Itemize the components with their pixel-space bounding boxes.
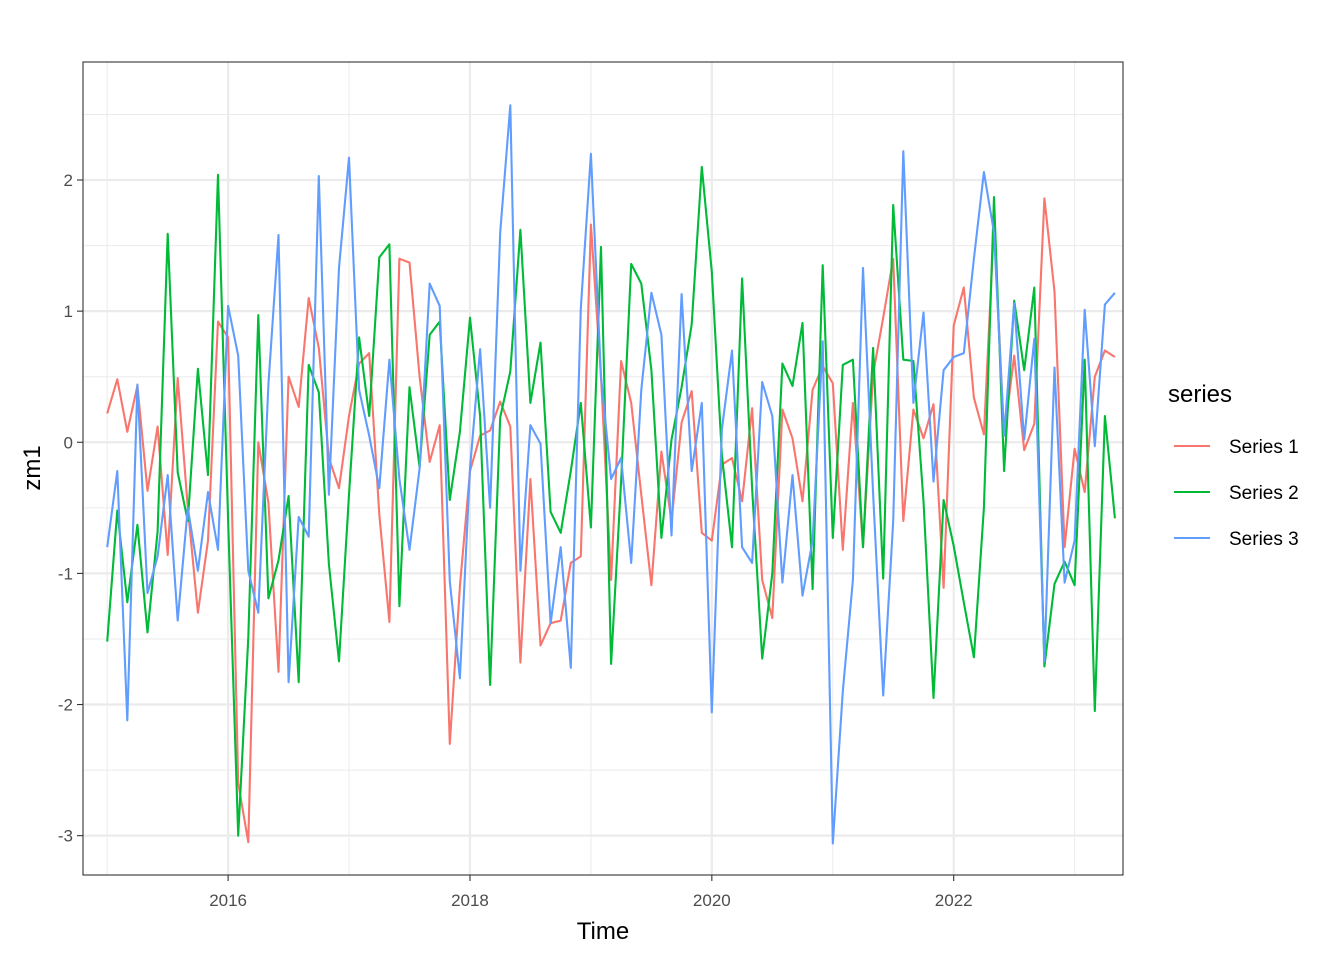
x-tick-label: 2020: [693, 891, 731, 910]
y-tick-label: 1: [64, 302, 73, 321]
x-tick-label: 2022: [935, 891, 973, 910]
legend-label-2: Series 2: [1229, 483, 1299, 504]
series-line-2: [106, 165, 1116, 837]
y-axis-ticks: -3 -2 -1 0 1 2: [58, 171, 83, 846]
series-lines: [106, 104, 1116, 845]
legend-label-1: Series 1: [1229, 437, 1299, 458]
legend-title: series: [1168, 381, 1232, 408]
y-tick-label: -1: [58, 564, 73, 583]
legend: series Series 1 Series 2 Series 3: [1168, 381, 1299, 550]
x-axis-title: Time: [577, 918, 629, 945]
plot-panel-border: [82, 61, 1124, 876]
minor-gridlines: [83, 62, 1123, 875]
x-tick-label: 2018: [451, 891, 489, 910]
series-line-3: [106, 104, 1116, 845]
y-tick-label: 2: [64, 171, 73, 190]
y-tick-label: -2: [58, 696, 73, 715]
major-gridlines: [83, 62, 1123, 875]
x-tick-label: 2016: [209, 891, 247, 910]
y-axis-title: zm1: [19, 445, 46, 490]
x-axis-ticks: 2016 2018 2020 2022: [209, 875, 973, 910]
legend-label-3: Series 3: [1229, 529, 1299, 550]
y-tick-label: 0: [64, 433, 73, 452]
y-tick-label: -3: [58, 827, 73, 846]
series-line-1: [106, 197, 1116, 844]
